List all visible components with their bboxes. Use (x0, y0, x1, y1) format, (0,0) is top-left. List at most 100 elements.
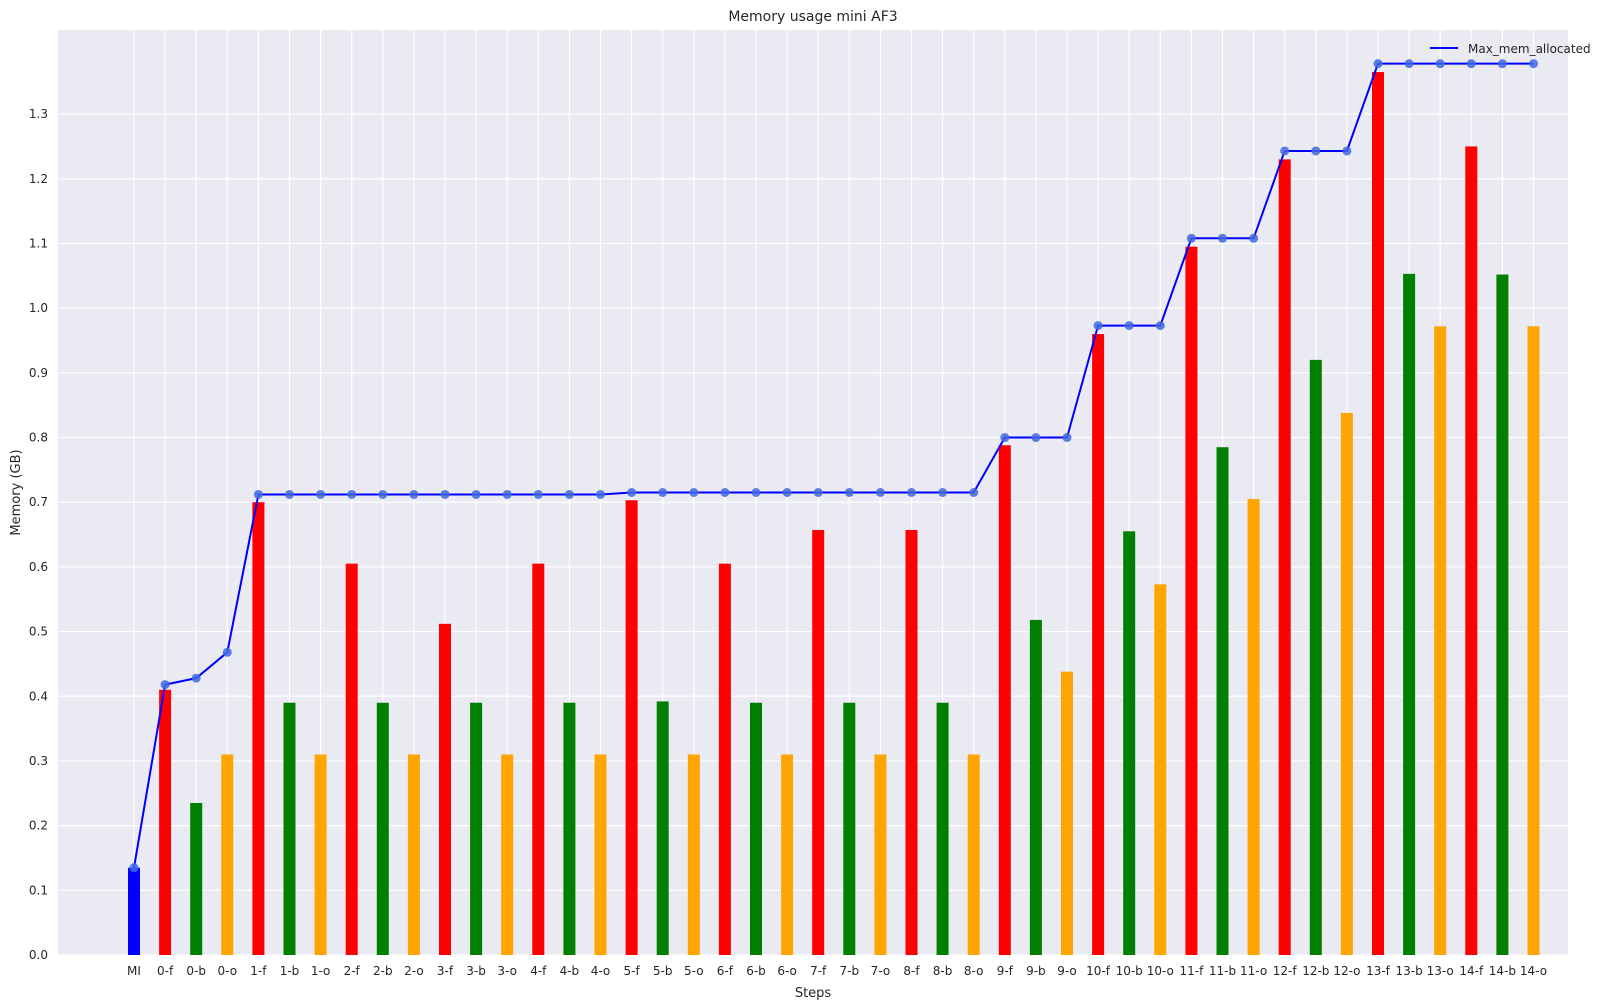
x-tick-label-3-b: 3-b (466, 964, 486, 978)
max-mem-point-5-b (658, 488, 668, 497)
max-mem-point-7-o (875, 488, 885, 497)
bar-11-o (1247, 498, 1260, 955)
bar-2-b (376, 702, 389, 955)
bar-4-o (594, 754, 607, 955)
bar-1-b (283, 702, 296, 955)
bar-10-b (1123, 531, 1136, 955)
max-mem-point-6-f (720, 488, 730, 497)
y-axis-label: Memory (GB) (9, 449, 24, 535)
bar-4-b (563, 702, 576, 955)
bar-1-f (252, 502, 265, 955)
max-mem-point-11-o (1249, 233, 1259, 243)
x-tick-label-7-f: 7-f (810, 964, 827, 978)
y-tick-label: 0.6 (29, 560, 48, 574)
max-mem-point-10-b (1124, 321, 1134, 331)
max-mem-line-group (129, 59, 1538, 873)
max-mem-point-2-b (378, 489, 388, 499)
max-mem-line (133, 62, 1534, 868)
max-mem-point-4-o (596, 489, 605, 499)
y-tick-label: 0.5 (29, 625, 48, 639)
y-tick-label: 0.7 (29, 495, 48, 509)
max-mem-point-MI (129, 863, 139, 873)
bar-3-b (470, 702, 483, 955)
y-tick-label: 0.4 (29, 689, 48, 703)
x-axis-label: Steps (795, 986, 832, 1001)
bar-9-f (998, 445, 1011, 955)
bar-3-f (439, 623, 451, 955)
bars-group (128, 72, 1540, 956)
bar-11-f (1185, 246, 1198, 955)
max-mem-point-0-o (222, 647, 232, 657)
x-tick-label-0-o: 0-o (218, 964, 238, 978)
max-mem-point-8-o (969, 488, 979, 497)
max-mem-point-7-f (813, 488, 823, 497)
x-tick-label-3-f: 3-f (437, 964, 454, 978)
max-mem-point-9-o (1062, 433, 1072, 443)
x-tick-label-9-b: 9-b (1026, 964, 1046, 978)
bar-9-b (1029, 619, 1042, 955)
legend-entry-max-mem-allocated: Max_mem_allocated (1468, 42, 1591, 56)
max-mem-point-7-b (844, 488, 854, 497)
max-mem-point-13-b (1404, 59, 1414, 69)
bar-6-o (781, 754, 794, 955)
bar-9-o (1061, 671, 1073, 955)
bar-14-b (1496, 274, 1509, 955)
max-mem-point-10-f (1093, 321, 1103, 331)
bar-13-f (1372, 72, 1384, 955)
bar-8-f (905, 530, 918, 955)
x-tick-label-5-o: 5-o (684, 964, 704, 978)
x-tick-label-2-f: 2-f (344, 964, 361, 978)
bar-10-f (1092, 334, 1105, 955)
x-tick-label-MI: MI (127, 964, 141, 978)
x-tick-label-10-o: 10-o (1147, 964, 1174, 978)
bar-8-b (936, 702, 949, 955)
x-tick-label-6-o: 6-o (777, 964, 797, 978)
bar-0-f (159, 689, 172, 955)
max-mem-point-3-b (471, 489, 481, 499)
x-tick-label-8-o: 8-o (964, 964, 984, 978)
max-mem-point-4-f (533, 489, 543, 499)
max-mem-point-6-b (751, 488, 761, 497)
max-mem-point-14-b (1497, 59, 1507, 69)
max-mem-point-10-o (1155, 321, 1165, 331)
x-tick-label-0-b: 0-b (186, 964, 206, 978)
x-tick-label-8-b: 8-b (933, 964, 953, 978)
bar-6-f (718, 563, 731, 955)
x-tick-label-2-o: 2-o (404, 964, 424, 978)
bar-14-f (1465, 146, 1478, 955)
max-mem-point-4-b (564, 489, 574, 499)
x-tick-label-3-o: 3-o (497, 964, 517, 978)
bar-7-o (874, 754, 887, 955)
max-mem-point-11-b (1218, 233, 1227, 243)
y-tick-label: 1.2 (29, 172, 48, 186)
x-tick-label-10-b: 10-b (1116, 964, 1143, 978)
x-tick-label-5-f: 5-f (623, 964, 640, 978)
max-mem-point-8-b (938, 488, 948, 497)
legend: Max_mem_allocated (1430, 42, 1591, 56)
y-tick-label: 0.8 (29, 431, 48, 445)
bar-13-o (1434, 326, 1447, 955)
x-tick-label-12-f: 12-f (1273, 964, 1298, 978)
y-tick-label: 0.0 (29, 948, 48, 962)
max-mem-point-1-b (285, 489, 294, 499)
x-tick-label-4-b: 4-b (560, 964, 580, 978)
y-tick-label: 0.9 (29, 366, 48, 380)
bar-10-o (1154, 584, 1167, 955)
max-mem-point-3-o (502, 489, 512, 499)
x-tick-label-9-f: 9-f (997, 964, 1014, 978)
bar-5-f (625, 500, 638, 955)
max-mem-point-1-o (316, 489, 326, 499)
bar-MI (128, 867, 140, 955)
x-tick-label-14-o: 14-o (1520, 964, 1547, 978)
x-tick-label-13-b: 13-b (1395, 964, 1422, 978)
bar-2-f (345, 563, 358, 955)
x-tick-label-7-o: 7-o (871, 964, 891, 978)
bar-7-f (812, 530, 825, 955)
x-tick-label-11-o: 11-o (1240, 964, 1267, 978)
x-tick-label-12-o: 12-o (1333, 964, 1360, 978)
y-tick-label: 0.3 (29, 754, 48, 768)
max-mem-point-5-f (627, 488, 637, 497)
x-tick-label-9-o: 9-o (1057, 964, 1077, 978)
